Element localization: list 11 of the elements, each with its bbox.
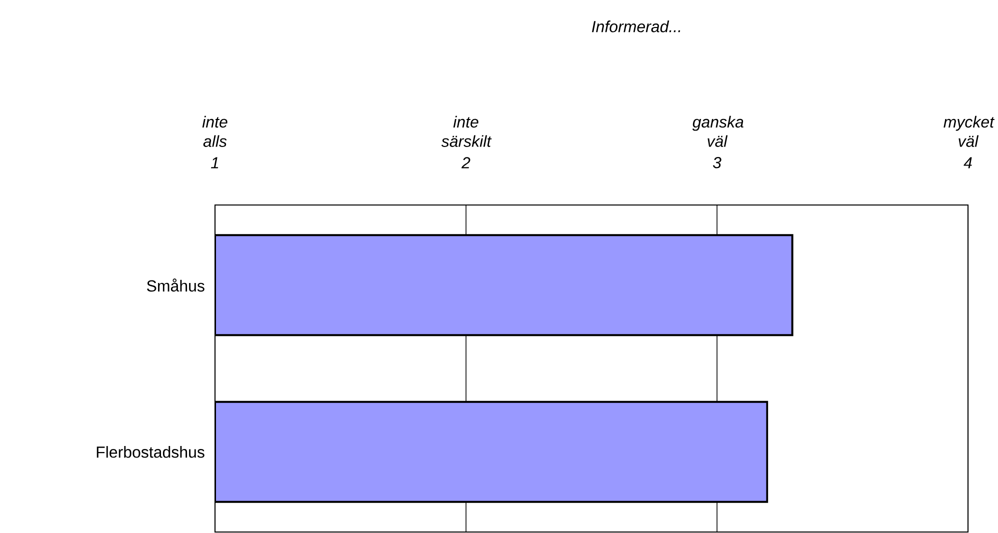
x-tick-label: 2 bbox=[461, 157, 470, 169]
text: mycket väl bbox=[944, 116, 995, 148]
text: inte särskilt bbox=[441, 116, 492, 148]
x-tick-label: 4 bbox=[964, 158, 972, 169]
y-tick-label: Flerbostadshus bbox=[96, 446, 204, 458]
x-tick-label: 3 bbox=[712, 157, 722, 169]
y-tick-label: Småhus bbox=[147, 278, 204, 292]
x-tick-label: 1 bbox=[210, 158, 218, 169]
chart-title: Informerad... bbox=[592, 20, 680, 33]
text: ganska väl bbox=[692, 116, 744, 148]
text: inte alls bbox=[202, 116, 228, 148]
